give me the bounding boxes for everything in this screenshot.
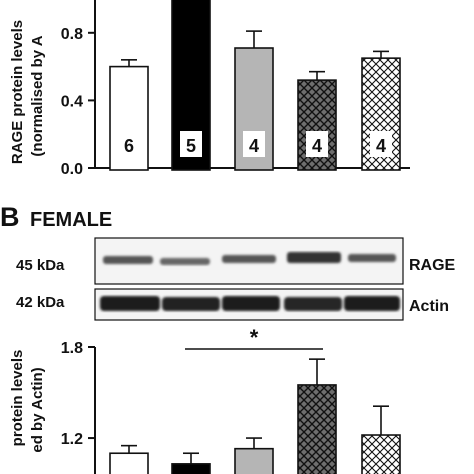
panel-b-ylabel-line2: ed by Actin) [29, 367, 46, 452]
panel-b-title: FEMALE [30, 209, 112, 231]
panel-a-ylabel-line2: (normalised by A [29, 35, 46, 156]
panel-a-n-label-bg [118, 131, 140, 157]
panel-b-y-tick-label: 1.8 [61, 340, 83, 357]
panel-a-bars: 6 5 4 4 4 [109, 0, 401, 171]
panel-b: protein levels ed by Actin) 1.2 1.8 * [9, 325, 401, 474]
panel-b-letter: B [0, 202, 20, 232]
panel-b-ylabel-line1: protein levels [9, 350, 26, 447]
panel-b-significance-label: * [250, 325, 259, 350]
blot-actin-label: Actin [409, 298, 449, 315]
panel-a-y-tick-label: 0.8 [61, 26, 83, 43]
panel-a-n-label: 4 [376, 136, 386, 156]
panel-b-bar [297, 384, 337, 474]
panel-b-bar [171, 463, 211, 474]
panel-a-bar [361, 57, 401, 171]
panel-b-y-tick-label: 1.2 [61, 431, 83, 448]
panel-b-bar [361, 434, 401, 474]
panel-a-y-tick-label: 0.4 [61, 93, 83, 110]
panel-a-n-label: 4 [312, 136, 322, 156]
panel-a-n-label: 6 [124, 136, 134, 156]
panel-b-bars: * [109, 325, 401, 474]
panel-a-y-tick-label: 0.0 [61, 161, 83, 178]
panel-a-n-label: 5 [186, 136, 196, 156]
blot-actin-kda: 42 kDa [16, 294, 65, 311]
western-blot: 45 kDa RAGE 42 kDa Actin [16, 237, 456, 321]
panel-a-n-label-bg [370, 131, 392, 157]
blot-actin-bands [100, 296, 400, 311]
blot-rage-label: RAGE [409, 257, 456, 274]
panel-a: RAGE protein levels (normalised by A 0.0… [9, 0, 410, 178]
panel-a-n-label-bg [306, 131, 328, 157]
panel-b-bar [234, 447, 274, 474]
blot-rage-bands [103, 252, 396, 265]
panel-b-axes: 1.2 1.8 [61, 340, 96, 474]
panel-a-n-label: 4 [249, 136, 259, 156]
panel-b-bar [109, 452, 149, 474]
panel-a-ylabel-line1: RAGE protein levels [9, 20, 26, 164]
panel-a-n-label-bg [180, 131, 202, 157]
panel-a-n-label-bg [243, 131, 265, 157]
blot-rage-kda: 45 kDa [16, 257, 65, 274]
